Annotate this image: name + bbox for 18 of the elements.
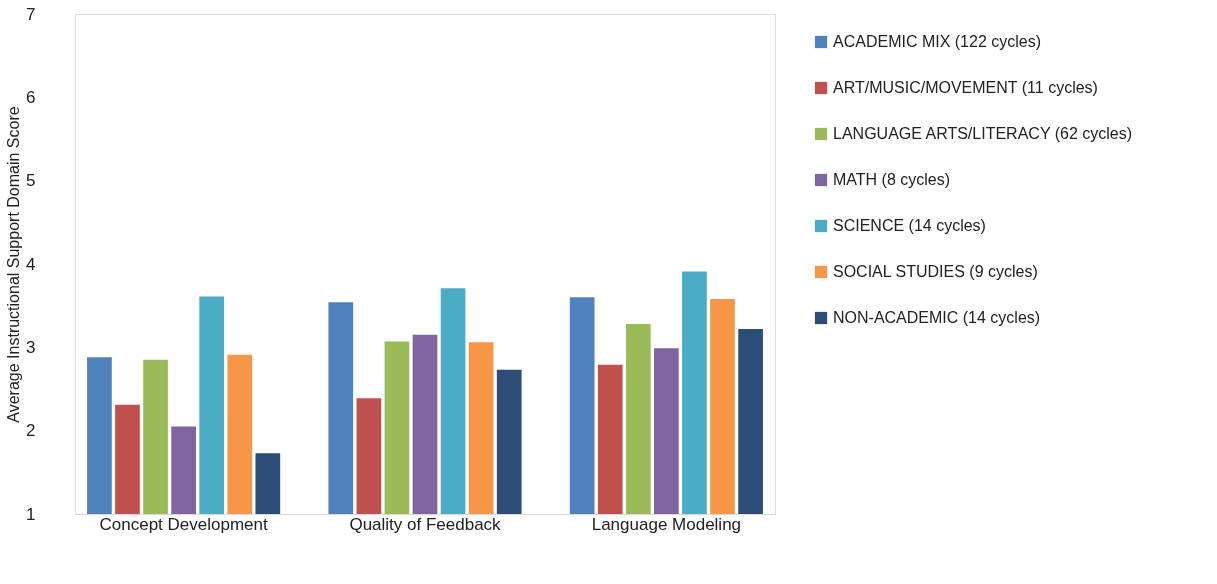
y-tick-label: 2 xyxy=(26,421,36,441)
y-tick-label: 1 xyxy=(26,504,36,524)
legend-label: SOCIAL STUDIES (9 cycles) xyxy=(833,263,1038,280)
legend-label: SCIENCE (14 cycles) xyxy=(833,217,986,234)
x-tick-label: Concept Development xyxy=(99,514,268,534)
y-tick-label: 5 xyxy=(26,171,36,191)
y-tick-label: 6 xyxy=(26,87,36,107)
x-tick-label: Language Modeling xyxy=(591,514,742,534)
y-tick-label: 4 xyxy=(26,254,36,274)
y-tick-label: 7 xyxy=(26,4,36,24)
legend-label: MATH (8 cycles) xyxy=(833,171,951,188)
y-axis-title: Average Instructional Support Domain Score xyxy=(5,106,23,423)
legend-label: NON-ACADEMIC (14 cycles) xyxy=(833,309,1041,326)
x-tick-label: Quality of Feedback xyxy=(349,514,502,534)
y-tick-label: 3 xyxy=(26,337,36,357)
legend-label: LANGUAGE ARTS/LITERACY (62 cycles) xyxy=(833,125,1133,142)
legend-label: ACADEMIC MIX (122 cycles) xyxy=(833,33,1042,50)
legend-label: ART/MUSIC/MOVEMENT (11 cycles) xyxy=(833,79,1098,96)
